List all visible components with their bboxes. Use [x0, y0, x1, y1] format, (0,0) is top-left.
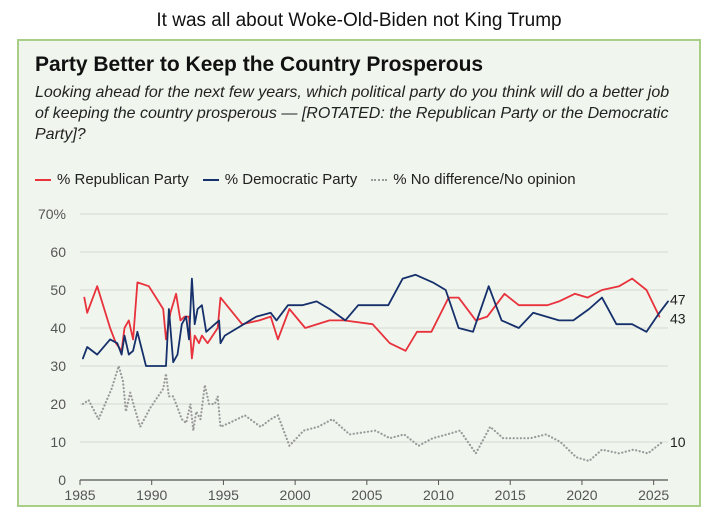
grid-lines — [80, 213, 668, 481]
x-tick-label: 2015 — [495, 487, 526, 503]
x-tick-label: 2020 — [566, 487, 597, 503]
y-tick-label: 20 — [50, 396, 66, 412]
y-tick-label: 50 — [50, 282, 66, 298]
series-line-democratic — [82, 273, 669, 367]
legend-label-republican: % Republican Party — [57, 171, 189, 188]
legend-label-democratic: % Democratic Party — [224, 171, 358, 188]
chart-subtitle: Looking ahead for the next few years, wh… — [35, 84, 670, 143]
x-tick-label: 1995 — [208, 487, 239, 503]
end-label-republican: 43 — [670, 311, 686, 327]
x-tick-label: 1990 — [136, 487, 167, 503]
x-tick-label: 2010 — [423, 487, 454, 503]
legend-swatch-democratic — [202, 178, 219, 181]
legend-swatch-republican — [35, 178, 51, 181]
legend-item-democratic: % Democratic Party — [202, 171, 358, 188]
x-tick-label: 1985 — [64, 487, 95, 503]
y-axis-tick-labels: 0 10 20 30 40 50 60 70% — [38, 206, 66, 488]
image-caption: It was all about Woke-Old-Biden not King… — [156, 10, 562, 31]
y-tick-label: 10 — [50, 434, 66, 450]
series-end-labels: 43 47 10 — [670, 291, 686, 450]
series-line-none — [81, 364, 664, 463]
y-tick-label: 40 — [50, 320, 66, 336]
series-line-republican — [83, 277, 661, 360]
y-tick-label: 0 — [58, 472, 66, 488]
legend-item-republican: % Republican Party — [35, 171, 189, 188]
end-label-democratic: 47 — [670, 291, 686, 307]
x-tick-label: 2000 — [280, 487, 311, 503]
x-tick-label: 2005 — [351, 487, 382, 503]
y-tick-label: 70% — [38, 206, 66, 222]
chart-legend: % Republican Party % Democratic Party % … — [35, 171, 590, 188]
series-lines — [81, 273, 669, 463]
end-label-none: 10 — [670, 434, 686, 450]
y-tick-label: 30 — [50, 358, 66, 374]
x-axis-tick-labels: 1985 1990 1995 2000 2005 2010 2015 2020 2025 — [64, 480, 669, 503]
x-tick-label: 2025 — [638, 487, 669, 503]
chart-card: Party Better to Keep the Country Prosper… — [17, 39, 701, 507]
legend-swatch-no-difference — [371, 178, 388, 181]
chart-title: Party Better to Keep the Country Prosper… — [35, 53, 484, 76]
legend-item-no-difference: % No difference/No opinion — [371, 171, 576, 188]
legend-label-no-difference: % No difference/No opinion — [393, 171, 576, 188]
y-tick-label: 60 — [50, 244, 66, 260]
